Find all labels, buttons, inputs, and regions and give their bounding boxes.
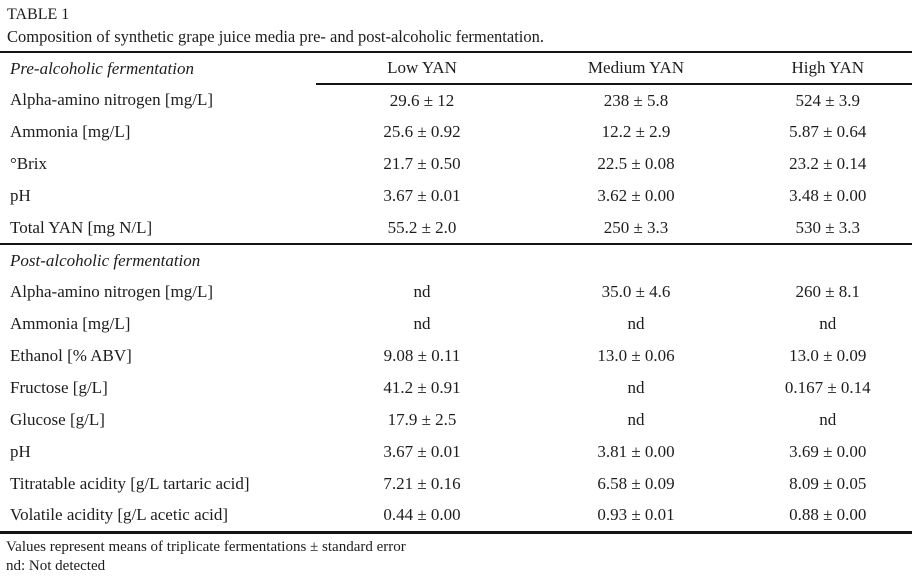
composition-table: Pre-alcoholic fermentation Low YAN Mediu… [0,51,912,534]
cell-value: 0.88 ± 0.00 [789,505,867,525]
table-row: Alpha-amino nitrogen [mg/L] nd 35.0 ± 4.… [0,276,912,308]
cell-value: nd [627,314,645,333]
table-number-label: TABLE 1 [7,6,70,23]
table-row: Alpha-amino nitrogen [mg/L] 29.6 ± 12 23… [0,84,912,116]
row-label: Alpha-amino nitrogen [mg/L] [10,90,214,109]
row-label: Ethanol [% ABV] [10,346,132,365]
cell-value: 250 ± 3.3 [603,217,669,237]
table-row: Ammonia [mg/L] 25.6 ± 0.92 12.2 ± 2.9 5.… [0,116,912,148]
cell-value: nd [627,410,645,429]
table-footnotes: Values represent means of triplicate fer… [0,538,912,576]
cell-value: 0.167 ± 0.14 [784,378,871,397]
cell-value: 13.0 ± 0.09 [789,346,867,365]
cell-value: 8.09 ± 0.05 [789,474,867,493]
cell-value: 3.67 ± 0.01 [383,186,461,205]
column-header-low-yan: Low YAN [316,52,528,85]
table-row: °Brix 21.7 ± 0.50 22.5 ± 0.08 23.2 ± 0.1… [0,148,912,180]
cell-value: 25.6 ± 0.92 [383,122,461,141]
row-label: pH [10,442,31,461]
table-row: Titratable acidity [g/L tartaric acid] 7… [0,468,912,500]
cell-value: nd [819,410,837,429]
cell-value: 35.0 ± 4.6 [601,282,671,301]
cell-value: 29.6 ± 12 [389,90,455,110]
row-label: pH [10,186,31,205]
cell-value: 23.2 ± 0.14 [789,154,867,173]
cell-value: 7.21 ± 0.16 [383,474,461,493]
table-row: pH 3.67 ± 0.01 3.62 ± 0.00 3.48 ± 0.00 [0,180,912,212]
row-label: Volatile acidity [g/L acetic acid] [10,505,229,525]
table-header-row: Pre-alcoholic fermentation Low YAN Mediu… [0,52,912,85]
cell-value: 13.0 ± 0.06 [597,346,675,365]
cell-value: 0.93 ± 0.01 [597,505,675,525]
cell-value: 41.2 ± 0.91 [383,378,461,397]
table-row: Ammonia [mg/L] nd nd nd [0,308,912,340]
table-row: Fructose [g/L] 41.2 ± 0.91 nd 0.167 ± 0.… [0,372,912,404]
row-label: Titratable acidity [g/L tartaric acid] [10,474,250,493]
section-title-pre: Pre-alcoholic fermentation [10,58,194,78]
row-label: Ammonia [mg/L] [10,314,131,333]
cell-value: 55.2 ± 2.0 [387,217,457,237]
table-row: Ethanol [% ABV] 9.08 ± 0.11 13.0 ± 0.06 … [0,340,912,372]
cell-value: 21.7 ± 0.50 [383,154,461,173]
cell-value: 22.5 ± 0.08 [597,154,675,173]
table-row: Glucose [g/L] 17.9 ± 2.5 nd nd [0,404,912,436]
cell-value: nd [627,378,645,397]
section-header-row: Post-alcoholic fermentation [0,243,912,276]
table-caption: Composition of synthetic grape juice med… [7,27,545,46]
cell-value: 17.9 ± 2.5 [387,410,457,429]
cell-value: 3.69 ± 0.00 [789,442,867,461]
cell-value: 3.48 ± 0.00 [789,186,867,205]
table-row: Total YAN [mg N/L] 55.2 ± 2.0 250 ± 3.3 … [0,212,912,244]
cell-value: nd [413,314,431,333]
cell-value: 12.2 ± 2.9 [601,122,671,141]
cell-value: 0.44 ± 0.00 [383,505,461,525]
column-header-medium-yan: Medium YAN [528,52,744,85]
cell-value: 530 ± 3.3 [795,217,861,237]
cell-value: 3.81 ± 0.00 [597,442,675,461]
cell-value: 6.58 ± 0.09 [597,474,675,493]
cell-value: 5.87 ± 0.64 [789,122,867,141]
footnote-standard-error: Values represent means of triplicate fer… [6,538,406,555]
cell-value: 9.08 ± 0.11 [383,346,461,365]
section-title-post: Post-alcoholic fermentation [0,243,912,276]
table-row: pH 3.67 ± 0.01 3.81 ± 0.00 3.69 ± 0.00 [0,436,912,468]
cell-value: 3.62 ± 0.00 [597,186,675,205]
row-label: Fructose [g/L] [10,378,108,397]
row-label: Total YAN [mg N/L] [10,217,153,237]
cell-value: nd [819,314,837,333]
row-label: Glucose [g/L] [10,410,105,429]
footnote-nd-definition: nd: Not detected [6,557,106,574]
table-row: Volatile acidity [g/L acetic acid] 0.44 … [0,500,912,532]
cell-value: nd [413,282,431,301]
cell-value: 3.67 ± 0.01 [383,442,461,461]
cell-value: 260 ± 8.1 [795,282,861,301]
cell-value: 238 ± 5.8 [603,90,669,110]
row-label: Ammonia [mg/L] [10,122,131,141]
row-label: °Brix [10,154,48,173]
cell-value: 524 ± 3.9 [795,90,861,110]
column-header-high-yan: High YAN [744,52,912,85]
row-label: Alpha-amino nitrogen [mg/L] [10,282,214,301]
